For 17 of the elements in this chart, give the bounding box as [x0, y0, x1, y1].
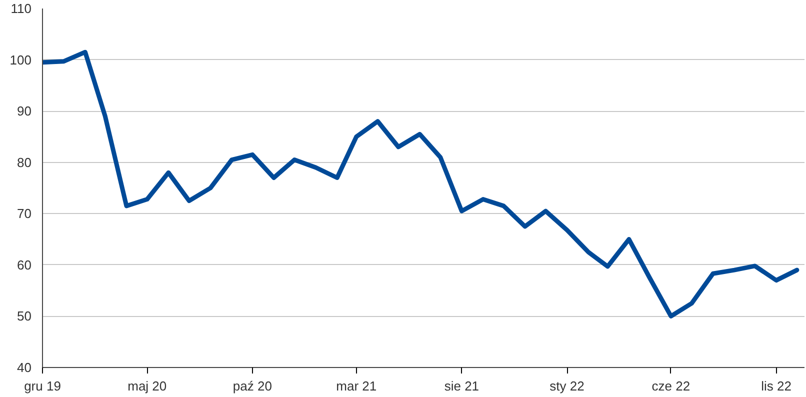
y-tick-label: 40 — [17, 360, 32, 375]
x-tick-label: gru 19 — [24, 378, 61, 394]
x-tick-label: lis 22 — [761, 378, 792, 394]
y-tick-label: 90 — [17, 104, 32, 119]
x-tick-label: mar 21 — [336, 378, 377, 394]
y-tick-label: 100 — [10, 52, 32, 68]
x-tick-label: sie 21 — [444, 378, 480, 394]
y-tick-label: 110 — [10, 1, 32, 16]
x-tick-label: cze 22 — [652, 378, 690, 394]
y-tick-label: 50 — [17, 308, 32, 324]
x-tick-label: maj 20 — [128, 378, 167, 394]
y-tick-label: 70 — [17, 206, 32, 222]
x-tick-label: paź 20 — [232, 378, 272, 394]
x-tick-label: sty 22 — [550, 378, 584, 394]
y-tick-label: 80 — [17, 154, 32, 170]
y-tick-label: 60 — [17, 257, 32, 272]
line-series — [42, 50, 800, 318]
